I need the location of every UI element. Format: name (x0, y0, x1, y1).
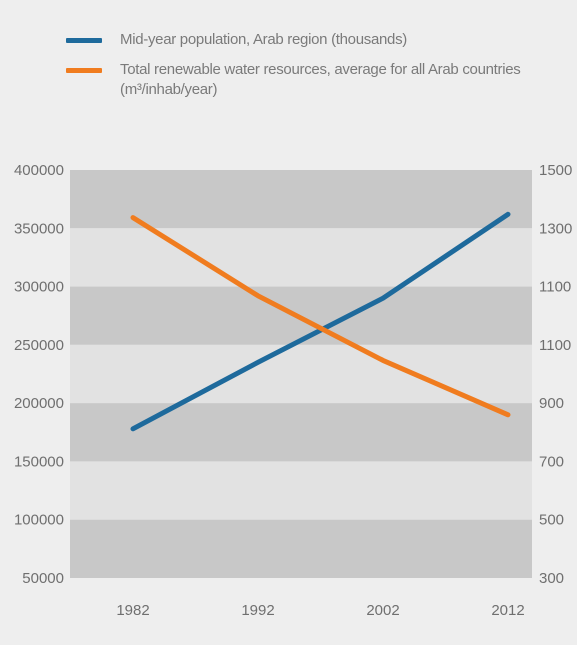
y-right-tick-label: 1100 (539, 279, 571, 296)
legend-item-water: Total renewable water resources, average… (66, 60, 566, 100)
chart-legend: Mid-year population, Arab region (thousa… (66, 30, 566, 110)
legend-swatch-population (66, 38, 102, 43)
legend-swatch-water (66, 68, 102, 73)
y-right-tick-label: 1500 (539, 162, 572, 179)
series-line-water (130, 215, 511, 418)
y-right-tick-label: 1100 (539, 337, 571, 354)
x-tick-label: 1992 (241, 602, 274, 619)
x-tick-label: 2002 (366, 602, 399, 619)
y-left-tick-label: 200000 (14, 395, 64, 412)
y-left-tick-label: 250000 (14, 337, 64, 354)
y-left-tick-label: 400000 (14, 162, 64, 179)
y-left-tick-label: 300000 (14, 279, 64, 296)
y-right-tick-label: 500 (539, 512, 564, 529)
legend-item-population: Mid-year population, Arab region (thousa… (66, 30, 566, 50)
grid-band (70, 170, 532, 229)
x-tick-label: 1982 (116, 602, 149, 619)
y-right-tick-label: 1300 (539, 220, 572, 237)
x-tick-label: 2012 (491, 602, 524, 619)
grid-band (70, 228, 532, 287)
grid-band (70, 519, 532, 578)
y-left-tick-label: 350000 (14, 220, 64, 237)
legend-label-water: Total renewable water resources, average… (120, 61, 521, 98)
y-left-tick-label: 150000 (14, 453, 64, 470)
y-left-tick-label: 50000 (22, 570, 64, 587)
grid-band (70, 461, 532, 520)
y-left-tick-label: 100000 (14, 512, 64, 529)
y-right-tick-label: 900 (539, 395, 564, 412)
y-right-tick-label: 300 (539, 570, 564, 587)
grid-band (70, 403, 532, 462)
y-right-tick-label: 700 (539, 453, 564, 470)
legend-label-population: Mid-year population, Arab region (thousa… (120, 31, 407, 48)
